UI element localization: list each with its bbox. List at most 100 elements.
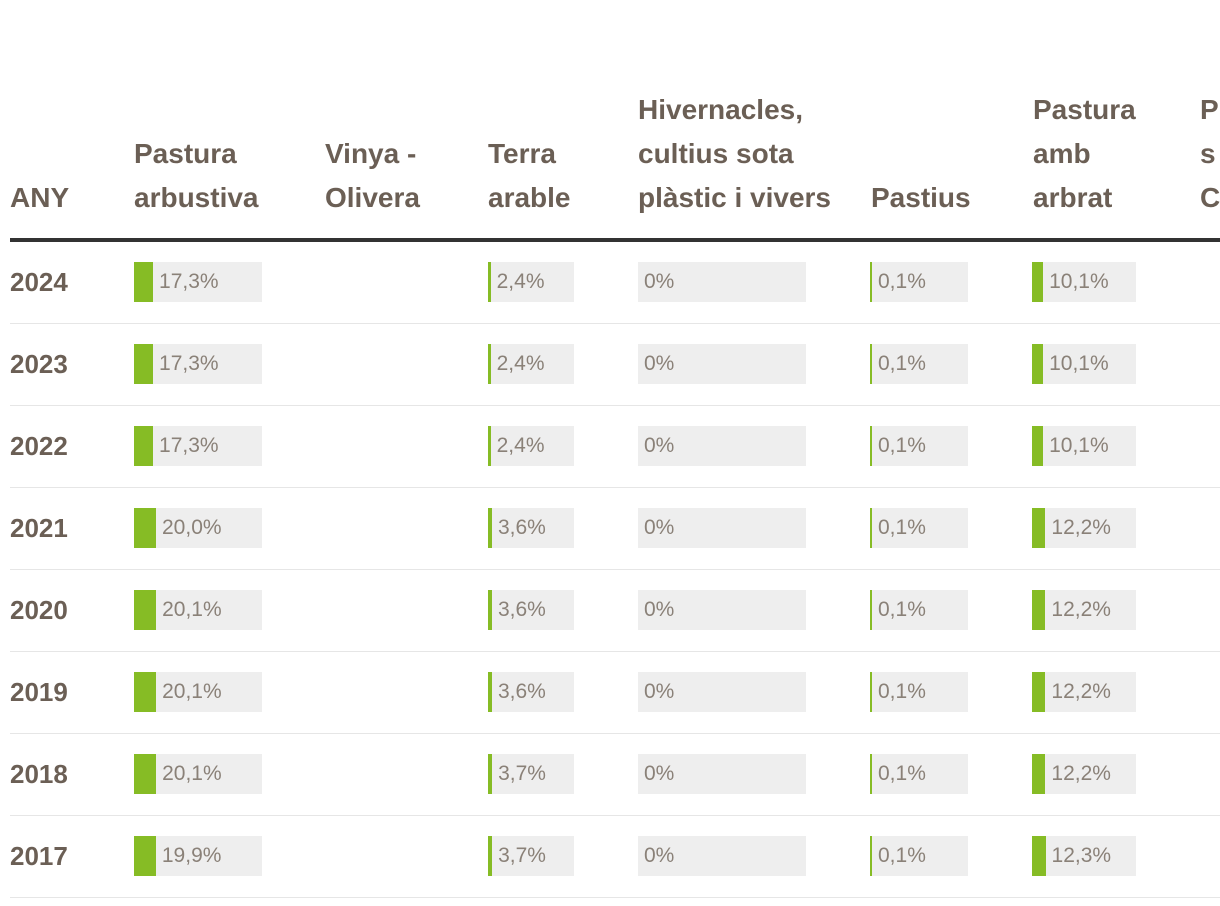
bar-fill-pastura-amb-arbrat xyxy=(1032,754,1046,794)
column-header-terra-arable[interactable]: Terra arable xyxy=(488,138,571,213)
bar-fill-pastura-arbustiva xyxy=(134,344,154,384)
bar-cell-pastura-arbustiva: 17,3% xyxy=(134,426,262,466)
bar-cell-terra-arable: 3,6% xyxy=(488,590,574,630)
bar-fill-terra-arable xyxy=(488,754,493,794)
bar-cell-terra-arable: 3,6% xyxy=(488,672,574,712)
bar-cell-pastura-arbustiva: 20,1% xyxy=(134,672,262,712)
bar-fill-pastius xyxy=(870,262,872,302)
bar-cell-pastura-amb-arbrat: 10,1% xyxy=(1032,262,1136,302)
bar-fill-pastius xyxy=(870,754,872,794)
year-cell: 2023 xyxy=(10,349,68,379)
year-cell: 2022 xyxy=(10,431,68,461)
bar-cell-terra-arable: 3,7% xyxy=(488,836,574,876)
bar-cell-pastius: 0,1% xyxy=(870,508,968,548)
bar-value-pastura-amb-arbrat: 12,3% xyxy=(1051,844,1112,867)
bar-value-pastius: 0,1% xyxy=(878,434,926,457)
bar-cell-pastura-arbustiva: 19,9% xyxy=(134,836,262,876)
bar-value-pastura-arbustiva: 19,9% xyxy=(161,844,222,867)
bar-value-hivernacles: 0% xyxy=(644,844,675,867)
bar-cell-pastius: 0,1% xyxy=(870,836,968,876)
bar-fill-pastura-arbustiva xyxy=(134,672,157,712)
column-header-pastius[interactable]: Pastius xyxy=(871,182,971,213)
bar-fill-pastius xyxy=(870,344,872,384)
bar-fill-pastura-arbustiva xyxy=(134,590,157,630)
bar-cell-pastius: 0,1% xyxy=(870,344,968,384)
bar-fill-pastura-amb-arbrat xyxy=(1032,836,1046,876)
bar-fill-pastius xyxy=(870,836,872,876)
bar-cell-pastura-amb-arbrat: 12,2% xyxy=(1032,672,1136,712)
year-cell: 2018 xyxy=(10,759,68,789)
bar-value-pastius: 0,1% xyxy=(878,844,926,867)
bar-value-hivernacles: 0% xyxy=(644,516,675,539)
bar-value-pastius: 0,1% xyxy=(878,762,926,785)
bar-value-pastura-arbustiva: 20,0% xyxy=(162,516,222,539)
table-row: 2022 17,3% 2,4% 0% 0,1% 10,1% xyxy=(10,406,1220,488)
column-header-any[interactable]: ANY xyxy=(10,182,70,213)
bar-cell-pastura-amb-arbrat: 12,2% xyxy=(1032,590,1136,630)
bar-fill-pastius xyxy=(870,590,872,630)
column-header-pastura-arbustiva[interactable]: Pastura arbustiva xyxy=(134,138,259,213)
bar-cell-hivernacles: 0% xyxy=(638,590,806,630)
year-cell: 2021 xyxy=(10,513,68,543)
bar-fill-pastius xyxy=(870,672,872,712)
bar-value-hivernacles: 0% xyxy=(644,352,675,375)
bar-value-pastura-amb-arbrat: 12,2% xyxy=(1051,680,1111,703)
bar-cell-pastura-arbustiva: 17,3% xyxy=(134,344,262,384)
bar-cell-pastura-amb-arbrat: 12,2% xyxy=(1032,508,1136,548)
bar-value-pastius: 0,1% xyxy=(878,598,926,621)
bar-cell-terra-arable: 2,4% xyxy=(488,344,574,384)
bar-cell-hivernacles: 0% xyxy=(638,262,806,302)
bar-value-pastius: 0,1% xyxy=(878,352,926,375)
bar-fill-pastura-arbustiva xyxy=(134,426,154,466)
bar-fill-pastura-arbustiva xyxy=(134,836,156,876)
bar-cell-terra-arable: 2,4% xyxy=(488,426,574,466)
bar-fill-pastura-arbustiva xyxy=(134,262,154,302)
bar-value-pastura-arbustiva: 17,3% xyxy=(159,352,219,375)
bar-value-pastura-amb-arbrat: 12,2% xyxy=(1051,762,1111,785)
bar-value-terra-arable: 3,6% xyxy=(497,680,546,703)
bar-value-pastius: 0,1% xyxy=(878,516,926,539)
bar-cell-pastius: 0,1% xyxy=(870,426,968,466)
bar-cell-hivernacles: 0% xyxy=(638,672,806,712)
bar-value-hivernacles: 0% xyxy=(644,680,675,703)
bar-fill-terra-arable xyxy=(488,590,492,630)
year-cell: 2017 xyxy=(10,841,68,871)
bar-value-pastura-arbustiva: 20,1% xyxy=(162,762,222,785)
bar-cell-pastura-arbustiva: 20,1% xyxy=(134,754,262,794)
bar-fill-pastura-amb-arbrat xyxy=(1032,672,1046,712)
table-header: ANY Pastura arbustiva Vinya - Olivera Te… xyxy=(10,0,1220,242)
bar-fill-pastura-amb-arbrat xyxy=(1032,344,1044,384)
bar-value-terra-arable: 3,7% xyxy=(498,762,546,785)
bar-value-pastius: 0,1% xyxy=(878,680,926,703)
bar-value-terra-arable: 2,4% xyxy=(496,434,545,457)
bar-value-terra-arable: 3,7% xyxy=(498,844,546,867)
land-use-table: ANY Pastura arbustiva Vinya - Olivera Te… xyxy=(10,0,1220,906)
table-row: 2020 20,1% 3,6% 0% 0,1% 12,2% xyxy=(10,570,1220,652)
bar-value-pastura-arbustiva: 20,1% xyxy=(162,598,222,621)
bar-cell-pastura-amb-arbrat: 12,2% xyxy=(1032,754,1136,794)
table-row: 2023 17,3% 2,4% 0% 0,1% 10,1% xyxy=(10,324,1220,406)
bar-value-hivernacles: 0% xyxy=(644,598,675,621)
year-cell: 2020 xyxy=(10,595,68,625)
bar-fill-terra-arable xyxy=(488,344,491,384)
column-header-pastura-amb-arbrat[interactable]: Pastura amb arbrat xyxy=(1033,94,1136,213)
bar-value-pastura-amb-arbrat: 10,1% xyxy=(1049,434,1109,457)
bar-cell-hivernacles: 0% xyxy=(638,754,806,794)
year-cell: 2024 xyxy=(10,267,68,297)
bar-cell-pastura-amb-arbrat: 12,3% xyxy=(1032,836,1136,876)
bar-fill-pastura-arbustiva xyxy=(134,508,156,548)
table-row: 2018 20,1% 3,7% 0% 0,1% 12,2% xyxy=(10,734,1220,816)
bar-cell-pastius: 0,1% xyxy=(870,672,968,712)
table-row: 2019 20,1% 3,6% 0% 0,1% 12,2% xyxy=(10,652,1220,734)
bar-cell-terra-arable: 3,7% xyxy=(488,754,574,794)
column-header-partial[interactable]: P s C xyxy=(1200,94,1220,213)
bar-value-pastura-amb-arbrat: 12,2% xyxy=(1051,598,1111,621)
column-header-hivernacles[interactable]: Hivernacles, cultius sota plàstic i vive… xyxy=(638,94,832,213)
column-header-vinya-olivera[interactable]: Vinya - Olivera xyxy=(325,138,420,213)
bar-fill-terra-arable xyxy=(488,262,491,302)
table-row: 2024 17,3% 2,4% 0% 0,1% 10,1% xyxy=(10,242,1220,324)
bar-cell-pastius: 0,1% xyxy=(870,754,968,794)
year-cell: 2019 xyxy=(10,677,68,707)
bar-value-pastius: 0,1% xyxy=(878,270,926,293)
bar-cell-hivernacles: 0% xyxy=(638,426,806,466)
